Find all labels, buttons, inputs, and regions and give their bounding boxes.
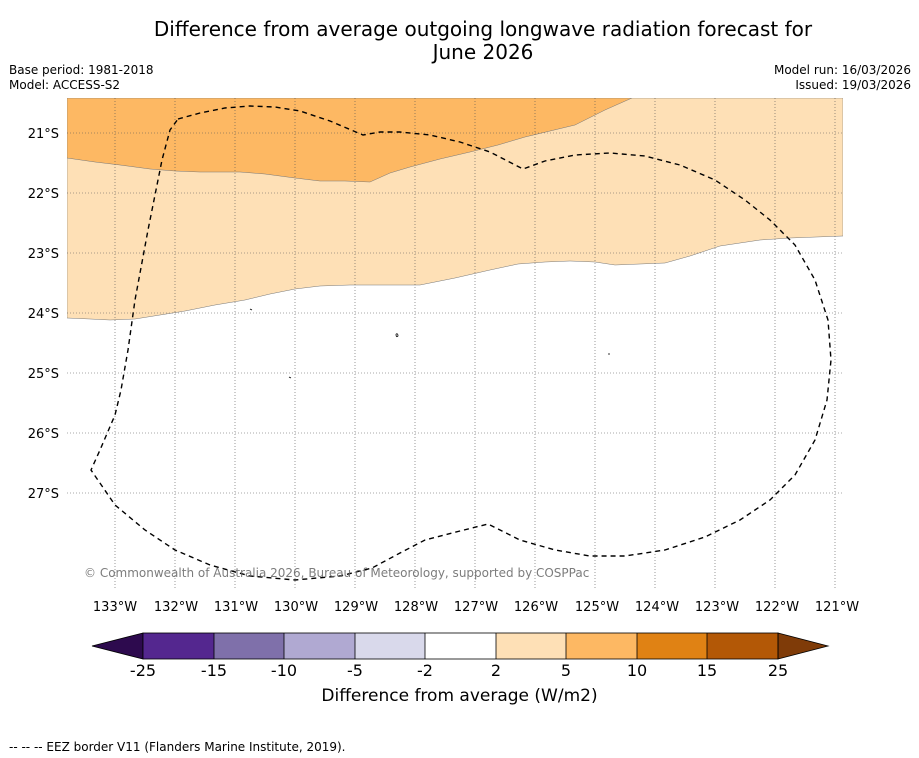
colorbar-tick-label: -15 [201,661,227,680]
colorbar-title: Difference from average (W/m2) [321,686,598,706]
island [288,376,292,379]
lon-label: 125°W [575,600,619,615]
lon-label: 121°W [815,600,859,615]
colorbar-tick-label: -2 [417,661,433,680]
colorbar-extend-high [777,632,830,660]
colorbar-tick-label: 5 [561,661,571,680]
colorbar-segment [355,633,425,659]
model-run: Model run: 16/03/2026 [773,63,911,77]
lon-label: 123°W [695,600,739,615]
title-line-2: June 2026 [432,40,534,64]
map-area: © Commonwealth of Australia 2026, Bureau… [67,98,843,590]
colorbar-tick-label: -10 [271,661,297,680]
lon-label: 126°W [514,600,558,615]
colorbar-tick-label: 25 [768,661,788,680]
colorbar-segment [214,633,284,659]
lon-label: 132°W [154,600,198,615]
lon-label: 133°W [93,600,137,615]
title-line-1: Difference from average outgoing longwav… [153,17,813,41]
lon-label: 128°W [394,600,438,615]
colorbar-tick-label: 15 [697,661,717,680]
colorbar-segment [707,633,778,659]
lat-label: 21°S [28,127,59,142]
model-name: Model: ACCESS-S2 [9,78,121,92]
base-period: Base period: 1981-2018 [9,63,154,77]
lon-label: 127°W [454,600,498,615]
colorbar-segment [637,633,707,659]
copyright-notice: © Commonwealth of Australia 2026, Bureau… [84,566,589,580]
eez-legend: -- -- -- EEZ border V11 (Flanders Marine… [9,740,346,754]
lon-label: 130°W [274,600,318,615]
chart-title: Difference from average outgoing longwav… [0,18,919,64]
longitude-labels: 133°W 132°W 131°W 130°W 129°W 128°W 127°… [93,600,859,615]
colorbar-tick-label: 2 [491,661,501,680]
band-5-to-10-region [67,98,633,183]
lat-label: 24°S [28,307,59,322]
colorbar-extend-low [91,632,144,660]
lat-label: 25°S [28,367,59,382]
lat-label: 23°S [28,247,59,262]
lat-label: 22°S [28,187,59,202]
colorbar-tick-label: 10 [627,661,647,680]
lon-label: 122°W [755,600,799,615]
colorbar-segment [284,633,355,659]
gridlines [67,98,843,590]
lon-label: 129°W [334,600,378,615]
colorbar-segment [143,633,214,659]
colorbar: -25 -15 -10 -5 -2 2 5 10 15 25 [91,632,830,680]
lon-label: 124°W [635,600,679,615]
colorbar-segment [425,633,496,659]
island [249,308,253,311]
island [395,333,399,338]
islands [249,308,610,379]
issued-date: Issued: 19/03/2026 [795,78,911,92]
lat-label: 27°S [28,487,59,502]
colorbar-ticks: -25 -15 -10 -5 -2 2 5 10 15 25 [130,661,788,680]
metadata-right: Model run: 16/03/2026 Issued: 19/03/2026 [774,63,911,93]
lat-label: 26°S [28,427,59,442]
eez-border [90,105,832,581]
colorbar-tick-label: -25 [130,661,156,680]
colorbar-segment [496,633,566,659]
lon-label: 131°W [214,600,258,615]
colorbar-tick-label: -5 [347,661,363,680]
metadata-left: Base period: 1981-2018 Model: ACCESS-S2 [9,63,154,93]
latitude-labels: 21°S 22°S 23°S 24°S 25°S 26°S 27°S [28,127,59,502]
colorbar-outline [142,632,779,660]
colorbar-segment [566,633,637,659]
